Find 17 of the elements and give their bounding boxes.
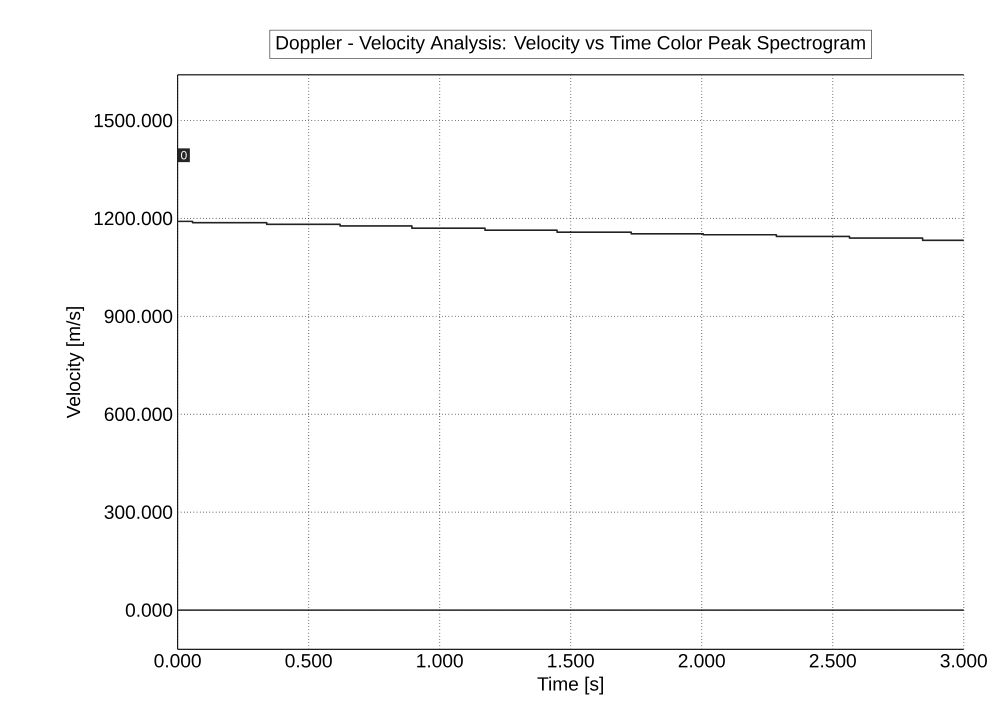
- y-axis-title: Velocity [m/s]: [66, 307, 84, 418]
- x-tick-label: 0.500: [285, 654, 332, 668]
- x-axis-title: Time [s]: [537, 676, 603, 694]
- x-tick-label: 0.000: [154, 654, 201, 668]
- x-tick-label: 2.500: [810, 654, 856, 668]
- y-tick-label: 1500.000: [94, 114, 172, 128]
- y-tick-label: 0.000: [126, 603, 172, 617]
- y-tick-label: 600.000: [104, 408, 172, 422]
- y-tick-label: 900.000: [104, 310, 172, 324]
- x-tick-label: 1.500: [548, 654, 594, 668]
- annotation: 0: [181, 151, 187, 160]
- x-tick-label: 3.000: [940, 654, 987, 668]
- chart-title: Doppler - Velocity Analysis: Velocity vs Time Color Peak Spectrogram: [276, 35, 865, 54]
- y-tick-label: 1200.000: [94, 212, 172, 226]
- y-tick-label: 300.000: [104, 505, 172, 519]
- x-tick-label: 2.000: [678, 654, 725, 668]
- x-tick-label: 1.000: [417, 654, 463, 668]
